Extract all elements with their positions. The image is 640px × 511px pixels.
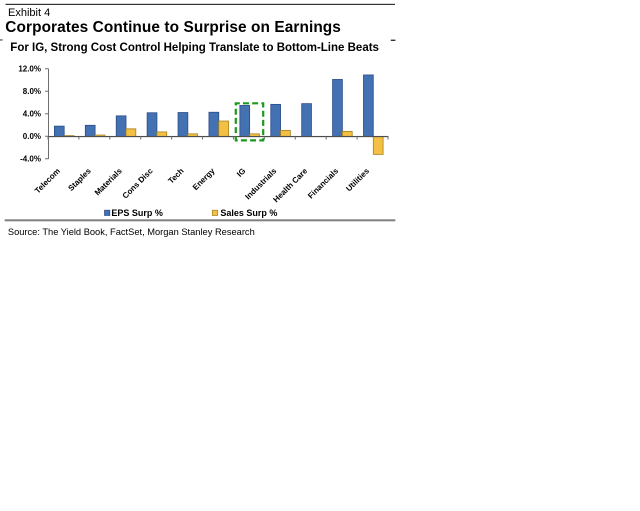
svg-text:-4.0%: -4.0% — [20, 155, 41, 164]
svg-text:12.0%: 12.0% — [18, 65, 41, 74]
svg-text:Corporates Continue to Surpris: Corporates Continue to Surprise on Earni… — [5, 19, 341, 36]
svg-text:8.0%: 8.0% — [23, 87, 41, 96]
svg-text:EPS Surp %: EPS Surp % — [111, 208, 163, 218]
svg-text:Exhibit 4: Exhibit 4 — [8, 7, 50, 19]
svg-text:0.0%: 0.0% — [23, 132, 41, 141]
svg-text:Source: The Yield Book, FactSe: Source: The Yield Book, FactSet, Morgan … — [8, 227, 255, 237]
svg-text:4.0%: 4.0% — [23, 110, 41, 119]
svg-text:Sales Surp %: Sales Surp % — [220, 208, 277, 218]
svg-text:For IG, Strong Cost Control He: For IG, Strong Cost Control Helping Tran… — [10, 42, 379, 54]
